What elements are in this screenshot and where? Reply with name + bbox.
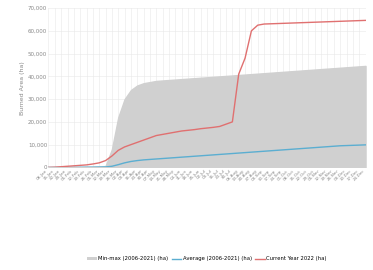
Legend: Min-max (2006-2021) (ha), Average (2006-2021) (ha), Current Year 2022 (ha): Min-max (2006-2021) (ha), Average (2006-… xyxy=(85,254,329,264)
Y-axis label: Burned Area (ha): Burned Area (ha) xyxy=(20,61,25,115)
